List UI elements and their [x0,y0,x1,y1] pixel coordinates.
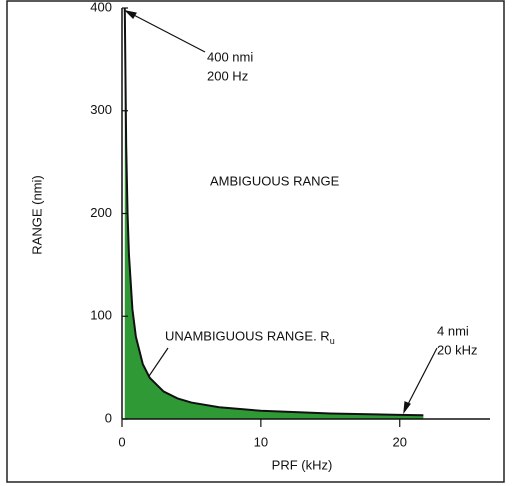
x-axis-label: PRF (kHz) [272,457,333,472]
y-axis-label: RANGE (nmi) [29,175,44,254]
x-tick-label: 20 [393,434,407,449]
arrows [124,10,438,415]
x-tick-label: 10 [254,434,268,449]
y-tick-label: 200 [90,205,112,220]
area [124,8,424,419]
y-tick-label: 100 [90,308,112,323]
annotation-subscript: u [330,336,335,346]
frame [6,0,505,483]
curve [123,7,424,417]
annotation: 200 Hz [207,68,248,83]
y-tick-label: 400 [90,0,112,14]
x-tick-label: 0 [118,434,125,449]
y-tick-label: 0 [105,410,112,425]
annotation: AMBIGUOUS RANGE [210,173,340,188]
annotation: 4 nmi [437,323,469,338]
annotation: UNAMBIGUOUS RANGE. Ru [165,328,335,346]
y-tick-label: 300 [90,102,112,117]
annotation: 20 kHz [437,342,477,357]
annotation: 400 nmi [207,49,253,64]
